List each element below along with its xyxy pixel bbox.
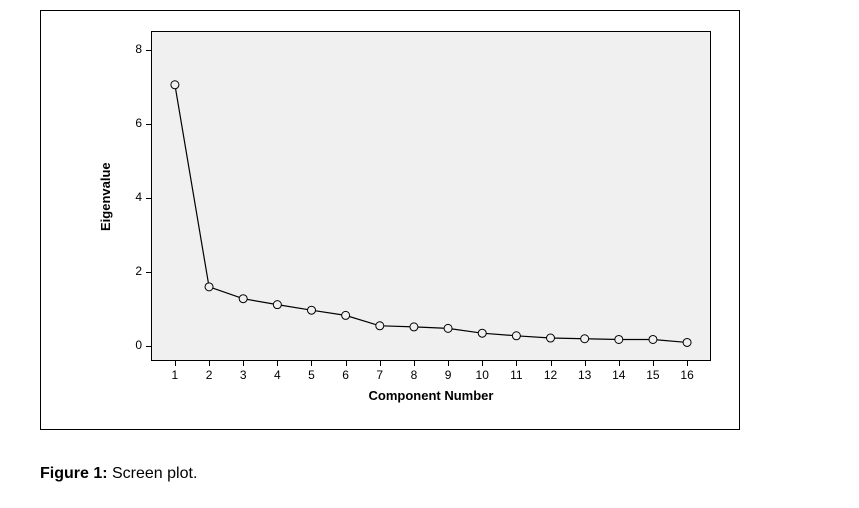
figure-caption: Figure 1: Screen plot. [40, 465, 197, 483]
series-marker [307, 306, 315, 314]
series-marker [239, 295, 247, 303]
series-line [175, 85, 687, 343]
series-marker [444, 324, 452, 332]
series-marker [581, 335, 589, 343]
series-marker [615, 335, 623, 343]
chart-svg [41, 11, 741, 431]
series-marker [273, 301, 281, 309]
series-marker [547, 334, 555, 342]
chart-frame: 02468 12345678910111213141516 Eigenvalue… [40, 10, 740, 430]
series-marker [410, 323, 418, 331]
series-marker [342, 311, 350, 319]
series-marker [376, 322, 384, 330]
caption-bold: Figure 1: [40, 465, 108, 482]
series-marker [171, 81, 179, 89]
series-marker [205, 283, 213, 291]
series-marker [512, 332, 520, 340]
series-marker [683, 338, 691, 346]
series-marker [649, 335, 657, 343]
series-marker [478, 329, 486, 337]
caption-text: Screen plot. [108, 465, 198, 482]
figure-container: { "chart": { "type": "line", "plot": { "… [0, 0, 859, 508]
